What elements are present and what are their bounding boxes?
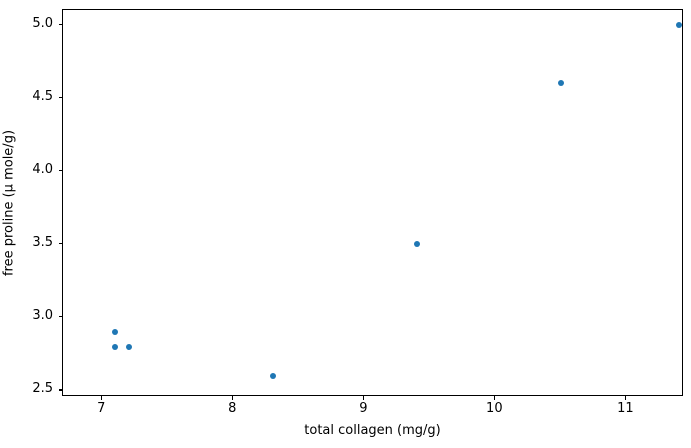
data-point	[413, 241, 420, 248]
y-tick-label: 2.5	[32, 381, 53, 397]
x-tick-mark	[101, 396, 103, 400]
x-tick-label: 9	[359, 401, 368, 416]
x-tick-label: 10	[486, 401, 503, 416]
data-point	[112, 343, 119, 350]
x-tick-label: 11	[617, 401, 634, 416]
x-tick-mark	[625, 396, 627, 400]
x-axis-label: total collagen (mg/g)	[304, 423, 441, 438]
axes-frame	[62, 9, 683, 396]
data-point	[112, 328, 119, 335]
y-tick-label: 4.0	[32, 161, 53, 177]
y-tick-mark	[58, 389, 62, 391]
x-tick-mark	[494, 396, 496, 400]
data-point	[675, 21, 682, 28]
y-tick-mark	[58, 96, 62, 98]
y-tick-label: 5.0	[32, 15, 53, 31]
y-tick-mark	[58, 316, 62, 318]
y-tick-label: 4.5	[32, 88, 53, 104]
x-tick-label: 8	[228, 401, 237, 416]
x-tick-label: 7	[97, 401, 106, 416]
y-tick-label: 3.0	[32, 308, 53, 324]
x-tick-mark	[363, 396, 365, 400]
data-point	[125, 343, 132, 350]
y-tick-label: 3.5	[32, 235, 53, 251]
data-point	[269, 372, 276, 379]
y-axis-label: free proline (μ mole/g)	[1, 129, 17, 276]
data-point	[557, 80, 564, 87]
y-tick-mark	[58, 23, 62, 25]
y-axis-label-container: free proline (μ mole/g)	[0, 9, 18, 396]
y-tick-mark	[58, 169, 62, 172]
y-tick-mark	[58, 243, 62, 245]
plot-area	[63, 10, 682, 395]
x-tick-mark	[232, 396, 234, 400]
